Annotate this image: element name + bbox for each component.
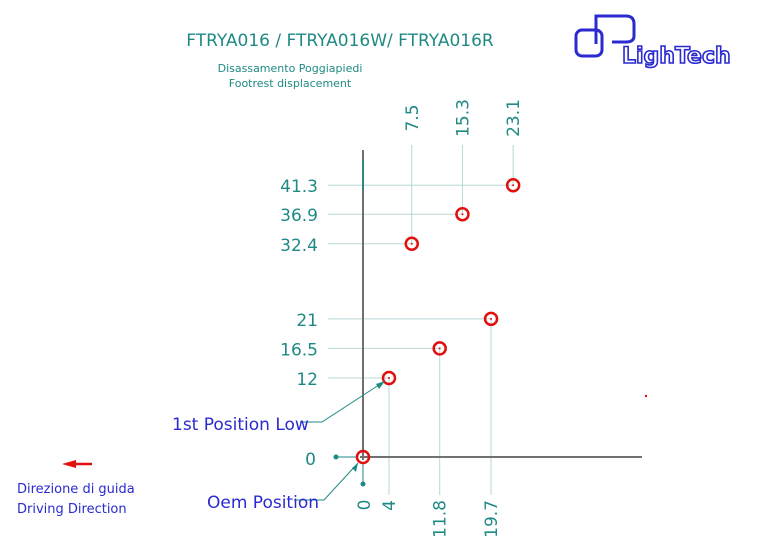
- x-tick-label: 4: [380, 500, 400, 511]
- position-marker-center: [490, 317, 493, 320]
- first-position-leader: [300, 380, 386, 423]
- position-marker: [455, 206, 470, 222]
- position-marker-center: [410, 242, 413, 245]
- arrow-left-icon: [62, 460, 92, 468]
- position-marker: [432, 341, 447, 356]
- y-tick-label: 12: [296, 370, 318, 390]
- position-marker-center: [388, 377, 390, 380]
- x-tick-label: 11.8: [431, 500, 451, 538]
- origin-x-label: 0: [355, 500, 375, 511]
- position-marker: [381, 370, 397, 386]
- x-tick-label: 7.5: [403, 104, 423, 131]
- y-tick-label: 21: [296, 311, 318, 331]
- position-marker-center: [512, 184, 515, 187]
- y-tick-label: 36.9: [280, 206, 318, 226]
- origin-y-label: 0: [305, 450, 316, 470]
- position-marker: [483, 311, 499, 327]
- logo-text: LighTech: [622, 44, 731, 69]
- oem-position-label: Oem Position: [207, 493, 319, 513]
- y-tick-label: 16.5: [280, 340, 318, 360]
- position-marker: [404, 236, 419, 252]
- lightech-logo: LighTech: [574, 14, 731, 70]
- subtitle-it: Disassamento Poggiapiedi: [218, 62, 363, 75]
- position-marker-center: [438, 347, 441, 350]
- direction-it: Direzione di guida: [17, 482, 135, 497]
- y-tick-label: 41.3: [280, 177, 318, 197]
- x-tick-label: 15.3: [453, 99, 473, 137]
- position-marker-center: [461, 213, 464, 216]
- first-position-label: 1st Position Low: [172, 415, 309, 435]
- oem-position-marker: [355, 449, 371, 465]
- title: FTRYA016 / FTRYA016W/ FTRYA016R: [186, 31, 494, 51]
- position-marker: [505, 177, 521, 193]
- x-tick-label: 19.7: [482, 500, 502, 538]
- oem-position-leader: [294, 462, 359, 501]
- x-tick-label: 23.1: [504, 99, 524, 137]
- y-tick-label: 32.4: [280, 236, 318, 256]
- direction-en: Driving Direction: [17, 502, 127, 517]
- subtitle-en: Footrest displacement: [229, 77, 352, 90]
